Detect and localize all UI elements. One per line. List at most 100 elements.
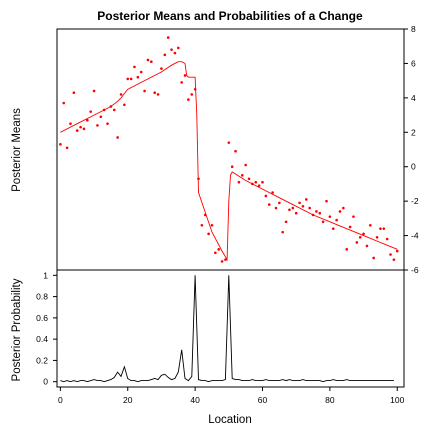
bottom-y-axis-label: Posterior Probability — [11, 278, 23, 381]
bottom-y-tick-label: 0.4 — [36, 334, 48, 344]
data-point — [203, 213, 207, 217]
top-y-tick-label: 0 — [411, 162, 416, 172]
data-point — [217, 248, 221, 251]
data-point — [362, 232, 365, 236]
data-point — [72, 91, 76, 94]
x-tick-label: 40 — [190, 395, 200, 405]
data-point — [251, 182, 254, 186]
data-point — [267, 203, 271, 206]
posterior-probability-line — [60, 275, 394, 383]
data-point — [180, 81, 183, 84]
bottom-plot-frame — [56, 269, 405, 388]
data-point — [160, 67, 163, 70]
data-point — [385, 237, 389, 241]
x-tick-label: 80 — [325, 395, 335, 405]
data-point — [109, 105, 113, 108]
data-point — [62, 101, 66, 105]
data-point — [65, 146, 69, 150]
data-point — [321, 220, 325, 224]
data-point — [352, 215, 355, 218]
data-point — [224, 258, 227, 261]
data-point — [163, 53, 167, 57]
top-y-tick-label: -2 — [411, 196, 419, 206]
data-point — [244, 163, 247, 167]
data-point — [207, 232, 210, 236]
data-point — [82, 127, 86, 131]
data-point — [369, 223, 372, 227]
bottom-plot-marks — [60, 275, 394, 383]
x-axis-ticks: 0 20 40 60 80 100 — [58, 387, 405, 405]
data-point — [86, 118, 89, 122]
data-point — [342, 206, 345, 210]
data-point — [166, 36, 170, 39]
data-point — [318, 211, 322, 215]
top-plot-marks — [59, 36, 399, 263]
data-point — [331, 227, 335, 230]
data-point — [291, 206, 295, 210]
data-point — [298, 201, 301, 205]
top-y-tick-label: 6 — [411, 58, 416, 68]
data-point — [106, 122, 109, 125]
data-point — [379, 227, 382, 230]
chart-title: Posterior Means and Probabilities of a C… — [97, 9, 363, 23]
data-point — [305, 198, 308, 201]
x-tick-label: 100 — [390, 395, 404, 405]
data-point — [301, 205, 305, 208]
data-point — [325, 199, 328, 203]
data-point — [150, 60, 153, 64]
data-point — [176, 46, 180, 50]
data-point — [112, 108, 116, 112]
top-plot-frame — [56, 28, 405, 271]
data-point — [116, 136, 119, 139]
data-point — [69, 122, 72, 125]
data-point — [59, 143, 62, 146]
data-point — [328, 215, 332, 218]
data-point — [274, 206, 278, 210]
data-point — [210, 223, 214, 227]
data-point — [382, 227, 386, 230]
data-point — [355, 241, 359, 244]
data-point — [284, 220, 288, 224]
data-point — [240, 174, 244, 177]
data-point — [315, 210, 318, 213]
data-point — [392, 258, 396, 261]
data-point — [227, 141, 231, 144]
x-tick-label: 0 — [58, 395, 63, 405]
data-point — [136, 75, 140, 79]
data-point — [261, 180, 264, 184]
top-y-tick-label: -4 — [411, 231, 419, 241]
data-point — [294, 211, 298, 215]
data-point — [278, 201, 281, 205]
data-point — [214, 251, 217, 255]
data-point — [345, 248, 349, 251]
data-point — [271, 191, 274, 194]
bottom-y-tick-label: 0.2 — [36, 355, 48, 365]
data-point — [288, 208, 291, 212]
data-point — [358, 235, 362, 239]
data-point — [365, 244, 369, 248]
data-point — [126, 77, 130, 81]
data-point — [247, 177, 251, 181]
x-tick-label: 20 — [123, 395, 133, 405]
data-point — [348, 225, 352, 229]
top-y-axis-ticks: -6 -4 -2 0 2 4 6 8 — [404, 24, 419, 275]
bottom-y-axis-ticks: 0 0.2 0.4 0.6 0.8 1 — [36, 270, 57, 387]
top-y-tick-label: -6 — [411, 265, 419, 275]
data-point — [89, 110, 92, 113]
data-point — [193, 87, 197, 91]
data-point — [92, 89, 96, 93]
data-point — [308, 206, 311, 210]
posterior-mean-line — [60, 61, 398, 262]
data-point — [187, 98, 190, 101]
top-y-tick-label: 4 — [411, 93, 416, 103]
x-axis-label: Location — [208, 414, 251, 426]
top-y-axis-label: Posterior Means — [11, 108, 23, 192]
data-point — [335, 218, 338, 222]
data-point — [119, 93, 123, 96]
data-point — [133, 65, 136, 69]
bottom-panel: Posterior Probability Location 0 0.2 0.4 0.… — [11, 269, 405, 426]
data-point — [257, 184, 261, 187]
data-point — [123, 103, 126, 107]
data-point — [200, 223, 204, 227]
data-point — [156, 93, 160, 96]
